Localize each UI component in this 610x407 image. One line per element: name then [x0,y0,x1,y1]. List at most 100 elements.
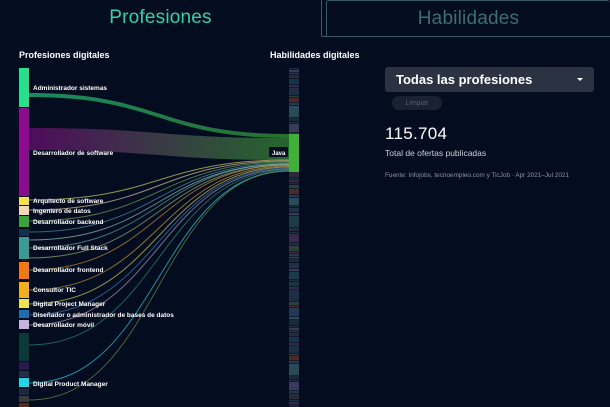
skill-node[interactable] [289,364,299,376]
skill-node[interactable] [289,85,299,88]
profession-node-other[interactable] [19,333,29,361]
skill-node[interactable] [289,122,299,124]
profession-node[interactable] [19,197,29,205]
skill-node[interactable] [289,185,299,189]
skill-node[interactable] [289,118,299,122]
profession-node[interactable] [19,262,29,279]
profession-node[interactable] [19,310,29,318]
skill-node[interactable] [289,308,299,317]
tab-profesiones[interactable]: Profesiones [0,0,322,37]
skill-node[interactable] [289,333,299,337]
skill-node[interactable] [289,73,299,75]
profession-node-other[interactable] [19,396,29,402]
skill-node[interactable] [289,343,299,346]
skill-node[interactable] [289,228,299,232]
sankey-link [28,163,290,241]
skill-node[interactable] [289,282,299,287]
skill-node[interactable] [289,206,299,208]
skill-node[interactable] [289,178,299,180]
sankey-link [28,160,290,211]
skill-node[interactable] [289,306,299,308]
profession-select[interactable]: Todas las profesiones [385,67,594,92]
profession-label: Arquitecto de software [33,198,104,205]
profession-node[interactable] [19,378,29,387]
profession-label: Desarrollador backend [33,219,103,226]
skill-node[interactable] [289,232,299,234]
skill-node[interactable] [289,405,299,407]
skill-node[interactable] [289,79,299,85]
skill-node[interactable] [289,269,299,272]
skill-node[interactable] [289,320,299,326]
skill-node[interactable] [289,402,299,405]
skill-node[interactable] [289,400,299,402]
profession-node[interactable] [19,206,29,215]
profession-node[interactable] [19,320,29,329]
profession-node-other[interactable] [19,403,29,407]
skill-node[interactable] [289,317,299,320]
skill-node[interactable] [289,356,299,361]
skill-node[interactable] [289,172,299,178]
sankey-link [28,164,290,259]
skill-node[interactable] [289,98,299,103]
skill-node[interactable] [289,195,299,198]
skill-node[interactable] [289,263,299,269]
skill-node[interactable] [289,88,299,96]
skill-node[interactable] [289,337,299,343]
skill-node[interactable] [289,290,299,302]
skill-node[interactable] [289,354,299,356]
skill-node[interactable] [289,189,299,195]
profession-node[interactable] [19,237,29,259]
skill-node[interactable] [289,257,299,259]
profession-node-other[interactable] [19,229,29,236]
skill-node[interactable] [289,361,299,364]
sankey-link [28,169,290,346]
skill-node[interactable] [289,394,299,400]
skill-node[interactable] [289,208,299,213]
skill-node[interactable] [289,124,299,133]
profession-node[interactable] [19,282,29,298]
skill-node[interactable] [289,180,299,183]
skill-node[interactable] [289,326,299,328]
skill-node[interactable] [289,68,299,70]
profession-node[interactable] [19,216,29,227]
skill-node[interactable] [289,380,299,382]
tab-habilidades[interactable]: Habilidades [326,0,610,37]
skill-node[interactable] [289,70,299,73]
tab-divider [322,36,610,37]
skill-node[interactable] [289,382,299,391]
skill-node[interactable] [289,331,299,333]
skill-node[interactable] [289,103,299,106]
skill-node[interactable] [289,302,299,306]
clear-button[interactable]: Limpiar [392,96,442,110]
skill-node-java[interactable] [289,134,299,172]
sankey-link [28,165,290,291]
skill-node[interactable] [289,328,299,331]
skill-node[interactable] [289,346,299,354]
skill-node[interactable] [289,75,299,79]
skill-node[interactable] [289,183,299,185]
skill-node[interactable] [289,391,299,394]
skill-node[interactable] [289,246,299,252]
skill-node[interactable] [289,243,299,246]
skill-node[interactable] [289,213,299,216]
skill-node[interactable] [289,234,299,243]
skill-node[interactable] [289,287,299,290]
skill-node[interactable] [289,254,299,257]
skill-node[interactable] [289,259,299,263]
skill-node[interactable] [289,198,299,206]
skill-node[interactable] [289,106,299,118]
skill-node[interactable] [289,280,299,282]
skill-node[interactable] [289,96,299,98]
skill-node[interactable] [289,272,299,280]
source-note: Fuente: Infojobs, tecnoempleo.com y TicJ… [385,172,570,179]
skill-node[interactable] [289,252,299,254]
sankey-link [28,161,290,222]
profession-node-other[interactable] [19,371,29,377]
skill-node[interactable] [289,216,299,228]
profession-node-other[interactable] [19,362,29,370]
skill-node[interactable] [289,376,299,380]
profession-node-other[interactable] [19,389,29,395]
profession-node[interactable] [19,108,29,196]
profession-node[interactable] [19,299,29,308]
profession-node[interactable] [19,68,29,107]
